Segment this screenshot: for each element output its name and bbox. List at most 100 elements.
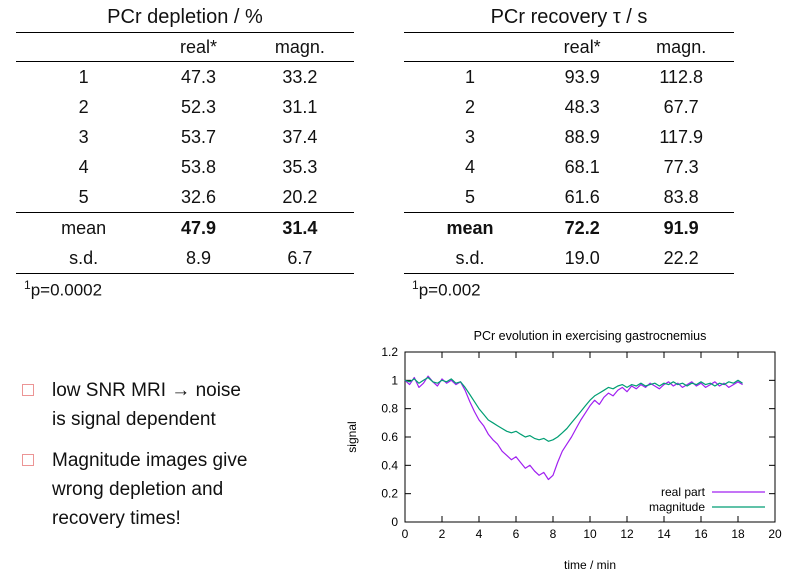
cell-value: 22.2 (663, 247, 699, 268)
chart-xlabel: time / min (564, 558, 616, 572)
footnote-text: p=0.002 (418, 280, 481, 300)
x-tick-label: 20 (768, 527, 782, 541)
chart-area: PCr evolution in exercising gastrocnemiu… (340, 326, 798, 587)
cell-value: 47.9 (180, 217, 217, 238)
series-line-real-part (404, 375, 743, 481)
cell-value: 19.0 (564, 247, 600, 268)
y-tick-label: 0 (391, 515, 398, 529)
bullet-line: low SNR MRI → noise (52, 380, 241, 401)
row-label: 5 (78, 186, 89, 207)
plot-border (404, 351, 776, 523)
table-rule (16, 32, 354, 33)
table-row: 3 53.7 37.4 (16, 122, 354, 152)
bullet-line: Magnitude images give (52, 450, 248, 471)
x-tick-label: 10 (583, 527, 597, 541)
cell-value: 8.9 (185, 247, 212, 268)
footnote-text: p=0.0002 (30, 280, 103, 300)
cell-value: 112.8 (659, 66, 704, 87)
x-tick-label: 12 (620, 527, 634, 541)
depletion-footnote: 1p=0.0002 (16, 278, 354, 301)
bullet-text: Magnitude images give wrong depletion and… (52, 446, 247, 533)
cell-value: real* (179, 36, 218, 57)
cell-value: 88.9 (564, 126, 600, 147)
cell-value: 35.3 (282, 156, 318, 177)
bullet-list: low SNR MRI → noise is signal dependent Ma… (18, 376, 318, 533)
table-rule (16, 61, 354, 62)
cell-value: real* (563, 36, 601, 57)
summary-row: mean 72.2 91.9 (404, 213, 734, 243)
x-tick-label: 2 (439, 527, 446, 541)
cell-value: 93.9 (564, 66, 600, 87)
cell-value: 53.7 (180, 126, 217, 147)
summary-row: s.d. 19.0 22.2 (404, 243, 734, 273)
cell-value: 37.4 (282, 126, 318, 147)
table-row: 4 68.1 77.3 (404, 152, 734, 182)
y-tick-label: 0.4 (381, 458, 398, 472)
row-label: mean (61, 217, 107, 238)
table-rule (404, 212, 734, 213)
y-tick-label: 1 (391, 373, 398, 387)
footnote-marker: 1 (24, 278, 31, 292)
cell-value: 61.6 (564, 186, 600, 207)
series-line-magnitude (404, 376, 743, 442)
depletion-table-grid: real* magn. 1 47.3 33.2 2 52.3 31.1 3 53.7 37.4 4 53… (16, 32, 354, 274)
row-label: s.d. (455, 247, 485, 268)
cell-value: 52.3 (180, 96, 217, 117)
bullet-item: Magnitude images give wrong depletion and… (18, 446, 318, 533)
x-tick-label: 14 (657, 527, 671, 541)
cell-value: magn. (656, 36, 707, 57)
row-label: 5 (464, 186, 475, 207)
table-row: 2 48.3 67.7 (404, 92, 734, 122)
y-tick-label: 0.2 (381, 487, 398, 501)
summary-row: mean 47.9 31.4 (16, 213, 354, 243)
cell-value: 47.3 (180, 66, 217, 87)
row-label: 2 (78, 96, 89, 117)
cell-value: magn. (274, 36, 325, 57)
summary-row: s.d. 8.9 6.7 (16, 243, 354, 273)
recovery-table-grid: real* magn. 1 93.9 112.8 2 48.3 67.7 3 88.9 117.9 4… (404, 32, 734, 274)
row-label: s.d. (69, 247, 99, 268)
cell-value: 68.1 (564, 156, 600, 177)
table-row: 5 32.6 20.2 (16, 182, 354, 212)
legend-label-real-part: real part (661, 485, 706, 499)
cell-value: 31.1 (282, 96, 318, 117)
y-tick-label: 0.8 (381, 402, 398, 416)
chart-ylabel: signal (345, 421, 359, 452)
recovery-footnote: 1p=0.002 (404, 278, 734, 301)
cell-value: 91.9 (663, 217, 699, 238)
x-tick-label: 16 (694, 527, 708, 541)
cell-value: 20.2 (282, 186, 318, 207)
footnote-marker: 1 (412, 278, 419, 292)
cell-value: 6.7 (287, 247, 313, 268)
header-row: real* magn. (404, 33, 734, 61)
x-tick-label: 4 (476, 527, 483, 541)
x-tick-label: 8 (550, 527, 557, 541)
cell-value: 117.9 (659, 126, 704, 147)
pcr-evolution-chart: PCr evolution in exercising gastrocnemiu… (345, 329, 782, 572)
legend-label-magnitude: magnitude (649, 500, 705, 514)
bullet-square-icon (22, 454, 34, 466)
x-tick-label: 0 (402, 527, 409, 541)
chart-title: PCr evolution in exercising gastrocnemiu… (474, 329, 707, 343)
row-label: mean (446, 217, 494, 238)
table-row: 4 53.8 35.3 (16, 152, 354, 182)
cell-value: 31.4 (282, 217, 318, 238)
bullet-square-icon (22, 384, 34, 396)
cell-value: 32.6 (180, 186, 217, 207)
table-row: 1 47.3 33.2 (16, 62, 354, 92)
cell-value: 77.3 (663, 156, 699, 177)
bullet-text: low SNR MRI → noise is signal dependent (52, 376, 241, 434)
row-label: 1 (78, 66, 89, 87)
table-row: 5 61.6 83.8 (404, 182, 734, 212)
table-rule (16, 273, 354, 274)
row-label: 4 (464, 156, 475, 177)
table-rule (16, 212, 354, 213)
table-title-depletion: PCr depletion / % (107, 6, 263, 28)
cell-value: 53.8 (180, 156, 217, 177)
y-tick-label: 0.6 (381, 430, 398, 444)
pcr-recovery-table: PCr recovery τ / s real* magn. 1 93.9 112.8 2… (404, 4, 734, 301)
cell-value: 83.8 (663, 186, 699, 207)
table-title-recovery: PCr recovery τ / s (490, 6, 648, 28)
cell-value: 48.3 (564, 96, 600, 117)
x-tick-label: 6 (513, 527, 520, 541)
